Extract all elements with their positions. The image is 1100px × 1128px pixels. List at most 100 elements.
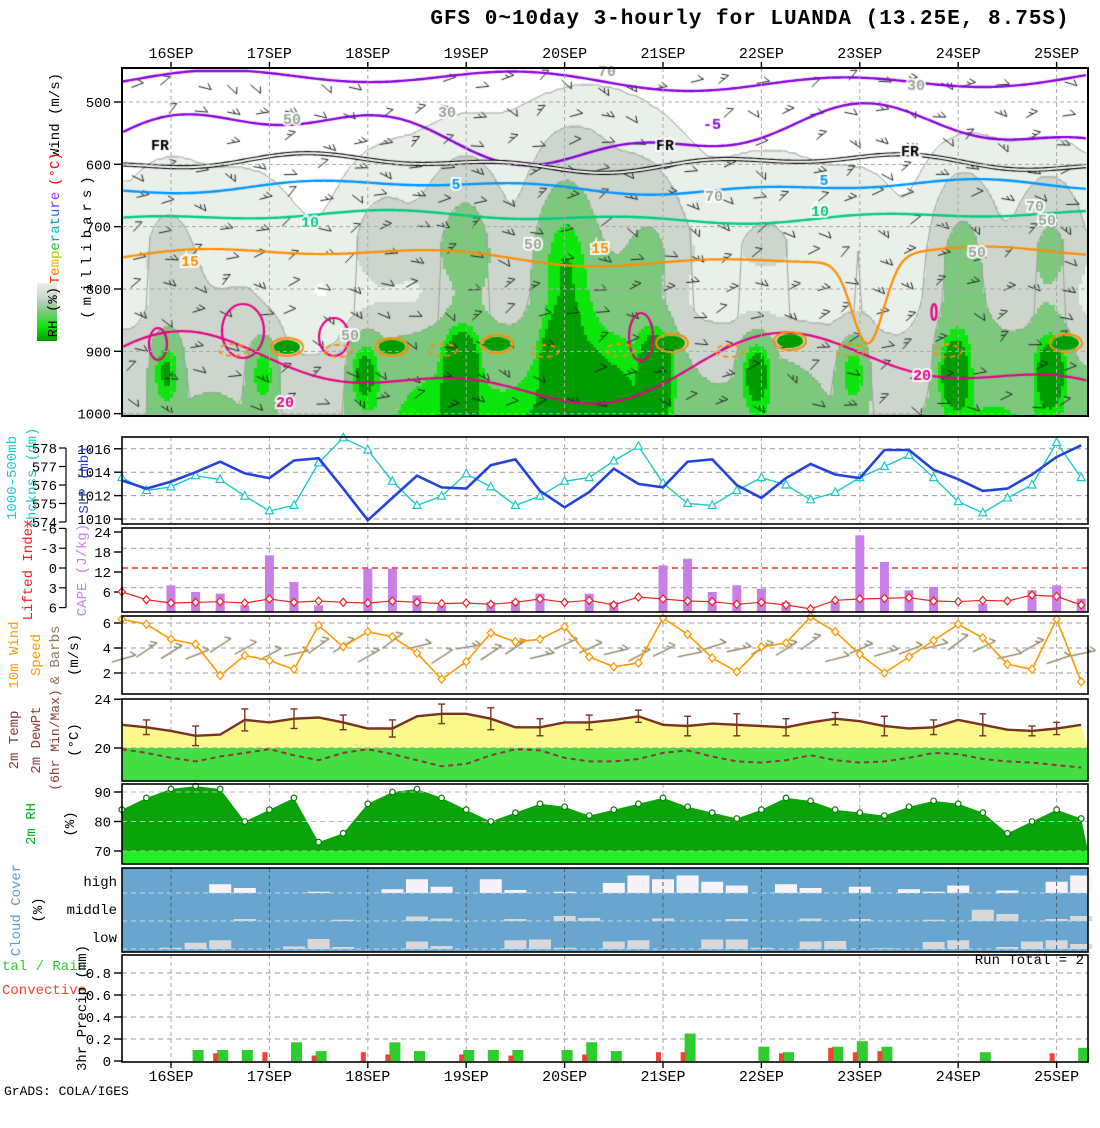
date-label-top: 23SEP xyxy=(837,46,882,63)
rh-marker xyxy=(512,809,519,817)
thickness-marker xyxy=(633,440,644,450)
ytick-label-wind: 2 xyxy=(103,667,111,683)
rh-marker xyxy=(389,788,396,796)
cloud-bar-low xyxy=(1045,940,1068,949)
rh-marker xyxy=(905,803,913,811)
precip-axis-label: 3hr Precip (mm) xyxy=(75,944,91,1072)
thickness-marker xyxy=(830,486,841,496)
precip-total-bar xyxy=(561,1050,573,1061)
wind-speed-marker xyxy=(1076,676,1086,687)
panel-border xyxy=(121,436,1089,525)
wind-speed-marker xyxy=(1003,659,1012,670)
ytick-label-rh: 80 xyxy=(94,816,111,832)
cloud-bar-high xyxy=(1070,875,1093,893)
date-label-bottom: 18SEP xyxy=(345,1069,390,1086)
cloud-bar-high xyxy=(504,890,527,893)
ytick-label-thickness: 577 xyxy=(32,461,57,477)
cape-bar xyxy=(732,585,742,612)
precip-convective-bar xyxy=(213,1053,219,1061)
lifted-index-marker xyxy=(314,596,323,606)
precip-total-bar xyxy=(315,1051,327,1061)
lifted-index-marker xyxy=(584,595,594,606)
wind-speed-marker xyxy=(634,658,643,668)
wind-speed-marker xyxy=(953,619,963,630)
thickness-marker xyxy=(510,499,521,509)
wind-speed-marker xyxy=(338,641,348,652)
precip-total-bar xyxy=(389,1042,401,1061)
lifted-index-line xyxy=(121,591,1082,610)
ytick-label-slp: 1010 xyxy=(77,513,111,529)
thickness-marker xyxy=(977,506,988,517)
rh-marker xyxy=(462,806,470,814)
date-label-bottom: 17SEP xyxy=(247,1069,292,1086)
rh-marker xyxy=(1077,815,1085,822)
precip-total-bar xyxy=(586,1042,598,1061)
lifted-index-marker xyxy=(191,597,200,608)
thickness-marker xyxy=(781,479,791,489)
precip-total-bar xyxy=(463,1050,475,1061)
ytick-label-rh: 90 xyxy=(94,786,111,802)
lifted-index-marker xyxy=(683,596,692,606)
date-label-top: 19SEP xyxy=(444,46,489,63)
precip-convective-bar xyxy=(680,1052,686,1061)
t2m-line xyxy=(121,712,1082,738)
panel-border xyxy=(121,67,1089,417)
wind-speed-marker xyxy=(240,650,250,661)
precip-convective-bar xyxy=(828,1047,834,1061)
lifted-index-marker xyxy=(1052,591,1061,602)
lifted-index-marker xyxy=(953,596,963,607)
precip-total-bar xyxy=(1078,1047,1090,1061)
cape-bar xyxy=(855,535,865,612)
thickness-marker xyxy=(289,499,299,509)
precip-convective-bar xyxy=(656,1052,661,1061)
lifted-index-marker xyxy=(1003,596,1012,606)
rh-marker xyxy=(536,800,544,808)
temp-green-band xyxy=(122,748,1088,781)
cloud-bar-high xyxy=(233,888,256,893)
cloud-bar-middle xyxy=(996,914,1019,921)
cloud-bar-middle xyxy=(971,909,994,921)
cloud-bar-low xyxy=(725,939,748,949)
cloud-panel-bg xyxy=(122,868,1088,952)
cloud-bar-high xyxy=(1045,881,1068,893)
thickness-marker xyxy=(584,471,595,482)
precip-total-bar xyxy=(192,1050,204,1061)
meteogram-svg: 16SEP 16SEP 17SEP 17SEP 18SEP 18SEP 19SEP 19SEP… xyxy=(32,46,1093,1086)
lifted-index-marker xyxy=(560,597,569,608)
rh-marker xyxy=(930,797,937,805)
lifted-index-marker xyxy=(781,600,791,610)
lifted-index-marker xyxy=(388,596,397,606)
cloud-bar-low xyxy=(873,948,896,949)
cloud-row-label-high: high xyxy=(83,875,117,891)
lifted-index-marker xyxy=(757,597,766,608)
cloud-bar-high xyxy=(996,890,1019,893)
panel-border xyxy=(121,867,1089,953)
ytick-label-precip: 0.4 xyxy=(86,1011,111,1027)
precip-total-bar xyxy=(832,1046,844,1061)
rh-marker xyxy=(831,806,839,814)
cloud-bar-high xyxy=(602,883,625,893)
thickness-marker xyxy=(190,469,201,480)
date-label-top: 25SEP xyxy=(1034,46,1079,63)
thickness-marker xyxy=(485,481,496,491)
cloud-bar-low xyxy=(1021,941,1043,949)
thickness-marker xyxy=(1002,492,1013,502)
thickness-marker xyxy=(535,490,545,500)
precip-convective-label: Convective xyxy=(2,983,87,999)
ytick-label-li: 3 xyxy=(49,582,57,598)
date-label-top: 20SEP xyxy=(542,46,587,63)
rh-marker xyxy=(979,809,987,817)
rh-marker xyxy=(438,794,446,802)
cape-bar xyxy=(289,582,299,612)
rh-axis-label: RH (%) xyxy=(46,286,62,338)
thickness-marker xyxy=(461,468,472,478)
wind-speed-marker xyxy=(707,653,717,663)
lifted-index-marker xyxy=(338,597,348,608)
cloud-bar-high xyxy=(307,891,330,893)
cloud-bar-high xyxy=(652,879,674,893)
lifted-index-marker xyxy=(880,593,889,604)
thickness-marker xyxy=(387,475,398,485)
thickness-marker xyxy=(805,494,816,504)
lifted-index-marker xyxy=(1076,600,1086,610)
precip-convective-bar xyxy=(360,1052,366,1061)
